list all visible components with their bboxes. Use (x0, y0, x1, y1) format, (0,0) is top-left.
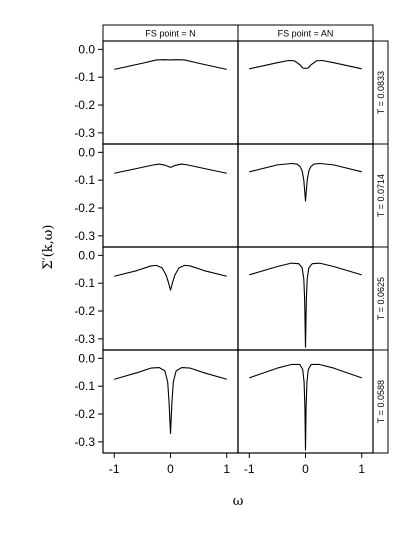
series-line-r3-c0 (114, 366, 227, 435)
y-tick-label: -0.3 (74, 332, 95, 346)
panel-frame-r1-c0 (102, 143, 239, 248)
row-strip-t0833-label: T = 0.0833 (376, 71, 386, 114)
y-tick-label: -0.1 (74, 173, 95, 187)
series-line-r1-c1 (249, 162, 362, 202)
row-strip-t0588-label: T = 0.0588 (376, 380, 386, 423)
x-tick-label: 1 (223, 462, 230, 476)
x-tick-label: 0 (167, 462, 174, 476)
y-tick-label: -0.1 (74, 379, 95, 393)
y-tick-label: -0.3 (74, 229, 95, 243)
y-tick-label: 0.0 (78, 248, 95, 262)
y-tick-label: -0.2 (74, 304, 95, 318)
y-tick-label: -0.1 (74, 276, 95, 290)
row-strip-t0714-label: T = 0.0714 (376, 174, 386, 217)
panel-frame-r0-c0 (102, 40, 239, 145)
series-line-r2-c1 (249, 262, 362, 348)
panel-frame-r2-c0 (102, 246, 239, 351)
x-tick-label: -1 (109, 462, 120, 476)
row-strip-t0625-label: T = 0.0625 (376, 277, 386, 320)
x-tick-label: -1 (244, 462, 255, 476)
x-axis-label: ω (233, 494, 244, 509)
y-tick-label: 0.0 (78, 42, 95, 56)
y-tick-label: -0.2 (74, 201, 95, 215)
y-tick-label: -0.3 (74, 126, 95, 140)
series-line-r1-c0 (114, 163, 227, 174)
y-tick-label: -0.2 (74, 98, 95, 112)
y-tick-label: 0.0 (78, 351, 95, 365)
series-line-r3-c1 (249, 363, 362, 451)
panel-frame-r3-c0 (102, 349, 239, 454)
y-axis-label: Σ′(k,ω) (41, 225, 56, 270)
series-line-r2-c0 (114, 264, 227, 291)
column-strip-an-label: FS point = AN (278, 29, 334, 39)
column-strip-n-label: FS point = N (145, 29, 195, 39)
y-tick-label: -0.1 (74, 70, 95, 84)
x-tick-label: 0 (302, 462, 309, 476)
y-tick-label: -0.3 (74, 435, 95, 449)
y-tick-label: 0.0 (78, 145, 95, 159)
panel-frame-r0-c1 (237, 40, 374, 145)
series-line-r0-c0 (114, 59, 227, 70)
series-line-r0-c1 (249, 59, 362, 70)
x-tick-label: 1 (358, 462, 365, 476)
y-tick-label: -0.2 (74, 407, 95, 421)
